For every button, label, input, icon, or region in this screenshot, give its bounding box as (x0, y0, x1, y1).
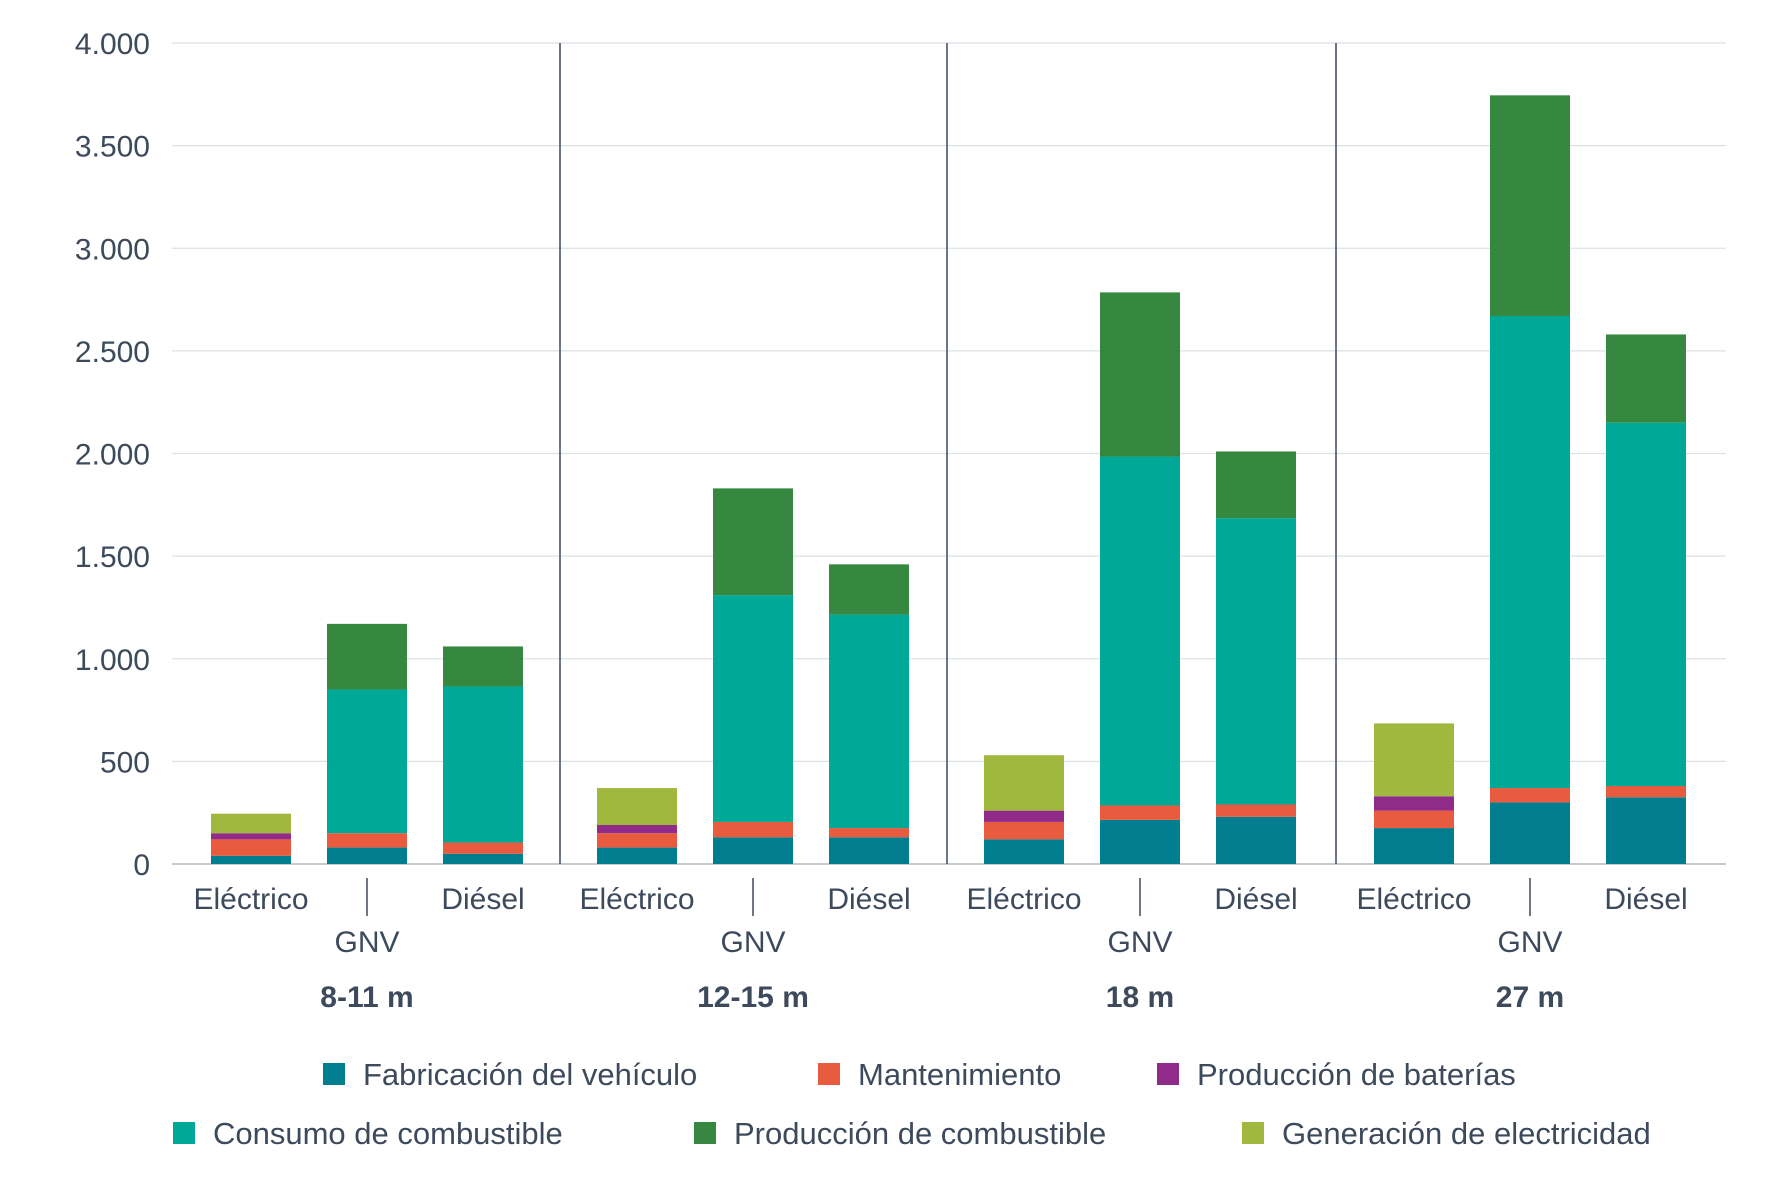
y-tick-label: 3.000 (75, 233, 150, 266)
legend-label: Producción de combustible (734, 1116, 1106, 1151)
legend-item: Fabricación del vehículo (323, 1057, 697, 1092)
group-label: 18 m (1106, 981, 1174, 1014)
category-label: Eléctrico (193, 883, 308, 916)
legend-item: Producción de baterías (1157, 1057, 1516, 1092)
bar-segment (1490, 802, 1570, 864)
grid-lines (172, 42, 1726, 865)
legend-item: Producción de combustible (694, 1116, 1106, 1151)
bar-segment (984, 839, 1064, 864)
bar-segment (1606, 786, 1686, 798)
bar-segment (984, 755, 1064, 811)
bar-segment (1606, 334, 1686, 423)
bar-segment (984, 821, 1064, 840)
legend-label: Mantenimiento (858, 1057, 1061, 1092)
bar-segment (211, 855, 291, 864)
bar-segment (1100, 805, 1180, 820)
bar-segment (597, 847, 677, 864)
legend-swatch (1157, 1063, 1179, 1085)
bar-segment (597, 833, 677, 848)
bar-segment (1216, 804, 1296, 817)
category-label: GNV (1497, 926, 1562, 959)
y-axis-ticks: 0 500 1.000 1.500 2.000 2.500 3.000 3.500 4.000 (75, 28, 150, 882)
category-label: GNV (334, 926, 399, 959)
bar-segment (327, 833, 407, 848)
legend-label: Producción de baterías (1197, 1057, 1516, 1092)
legend-label: Generación de electricidad (1282, 1116, 1651, 1151)
legend-swatch (173, 1122, 195, 1144)
bar-segment (211, 833, 291, 840)
y-tick-label: 1.500 (75, 541, 150, 574)
legend-label: Consumo de combustible (213, 1116, 563, 1151)
bar-segment (713, 837, 793, 864)
bar-segment (1374, 723, 1454, 797)
legend-swatch (694, 1122, 716, 1144)
bar-segment (829, 828, 909, 838)
category-label: GNV (720, 926, 785, 959)
bar-segment (597, 825, 677, 834)
bar-segment (1216, 451, 1296, 519)
legend-item: Consumo de combustible (173, 1116, 563, 1151)
bar-segment (443, 646, 523, 687)
legend-swatch (1242, 1122, 1264, 1144)
y-tick-label: 0 (133, 849, 150, 882)
bar-segment (443, 842, 523, 854)
category-label: Diésel (1604, 883, 1687, 916)
bar-segment (327, 847, 407, 864)
category-label: GNV (1107, 926, 1172, 959)
bar-segment (713, 488, 793, 596)
bar-segment (1216, 816, 1296, 864)
bar-segment (1606, 422, 1686, 787)
bar-segment (829, 837, 909, 864)
category-label: Eléctrico (1356, 883, 1471, 916)
legend-item: Generación de electricidad (1242, 1116, 1651, 1151)
category-label: Eléctrico (966, 883, 1081, 916)
legend: Fabricación del vehículo Mantenimiento Pro… (173, 1057, 1651, 1151)
bar-segment (984, 810, 1064, 822)
bar-segment (1374, 828, 1454, 864)
bar-segment (211, 813, 291, 834)
legend-item: Mantenimiento (818, 1057, 1061, 1092)
bar-segment (1490, 95, 1570, 316)
legend-swatch (818, 1063, 840, 1085)
bar-segment (1490, 315, 1570, 789)
bars (211, 95, 1686, 864)
y-tick-label: 1.000 (75, 644, 150, 677)
y-tick-label: 4.000 (75, 28, 150, 61)
y-tick-label: 2.500 (75, 336, 150, 369)
bar-segment (1374, 810, 1454, 829)
bar-segment (829, 564, 909, 615)
category-label: Diésel (1214, 883, 1297, 916)
bar-segment (597, 788, 677, 826)
bar-segment (713, 821, 793, 838)
group-label: 8-11 m (320, 981, 413, 1014)
bar-segment (829, 614, 909, 829)
group-label: 12-15 m (697, 981, 809, 1014)
group-dividers (559, 43, 1337, 864)
bar-segment (713, 595, 793, 822)
group-label: 27 m (1496, 981, 1564, 1014)
bar-segment (1216, 518, 1296, 805)
bar-segment (1374, 796, 1454, 811)
bar-segment (443, 686, 523, 843)
y-tick-label: 3.500 (75, 131, 150, 164)
bar-segment (1100, 456, 1180, 806)
y-tick-label: 2.000 (75, 439, 150, 472)
bar-segment (1100, 819, 1180, 864)
legend-swatch (323, 1063, 345, 1085)
category-label: Diésel (441, 883, 524, 916)
category-label: Diésel (827, 883, 910, 916)
bar-segment (1606, 797, 1686, 864)
bar-segment (443, 853, 523, 864)
bar-segment (1490, 788, 1570, 803)
legend-label: Fabricación del vehículo (363, 1057, 697, 1092)
x-axis-labels: Eléctrico GNV Diésel 8-11 m Eléctrico GNV Diés… (193, 878, 1688, 1014)
bar-segment (327, 689, 407, 834)
y-tick-label: 500 (100, 746, 150, 779)
category-label: Eléctrico (579, 883, 694, 916)
bar-segment (211, 839, 291, 856)
bar-segment (327, 623, 407, 690)
bar-segment (1100, 292, 1180, 457)
